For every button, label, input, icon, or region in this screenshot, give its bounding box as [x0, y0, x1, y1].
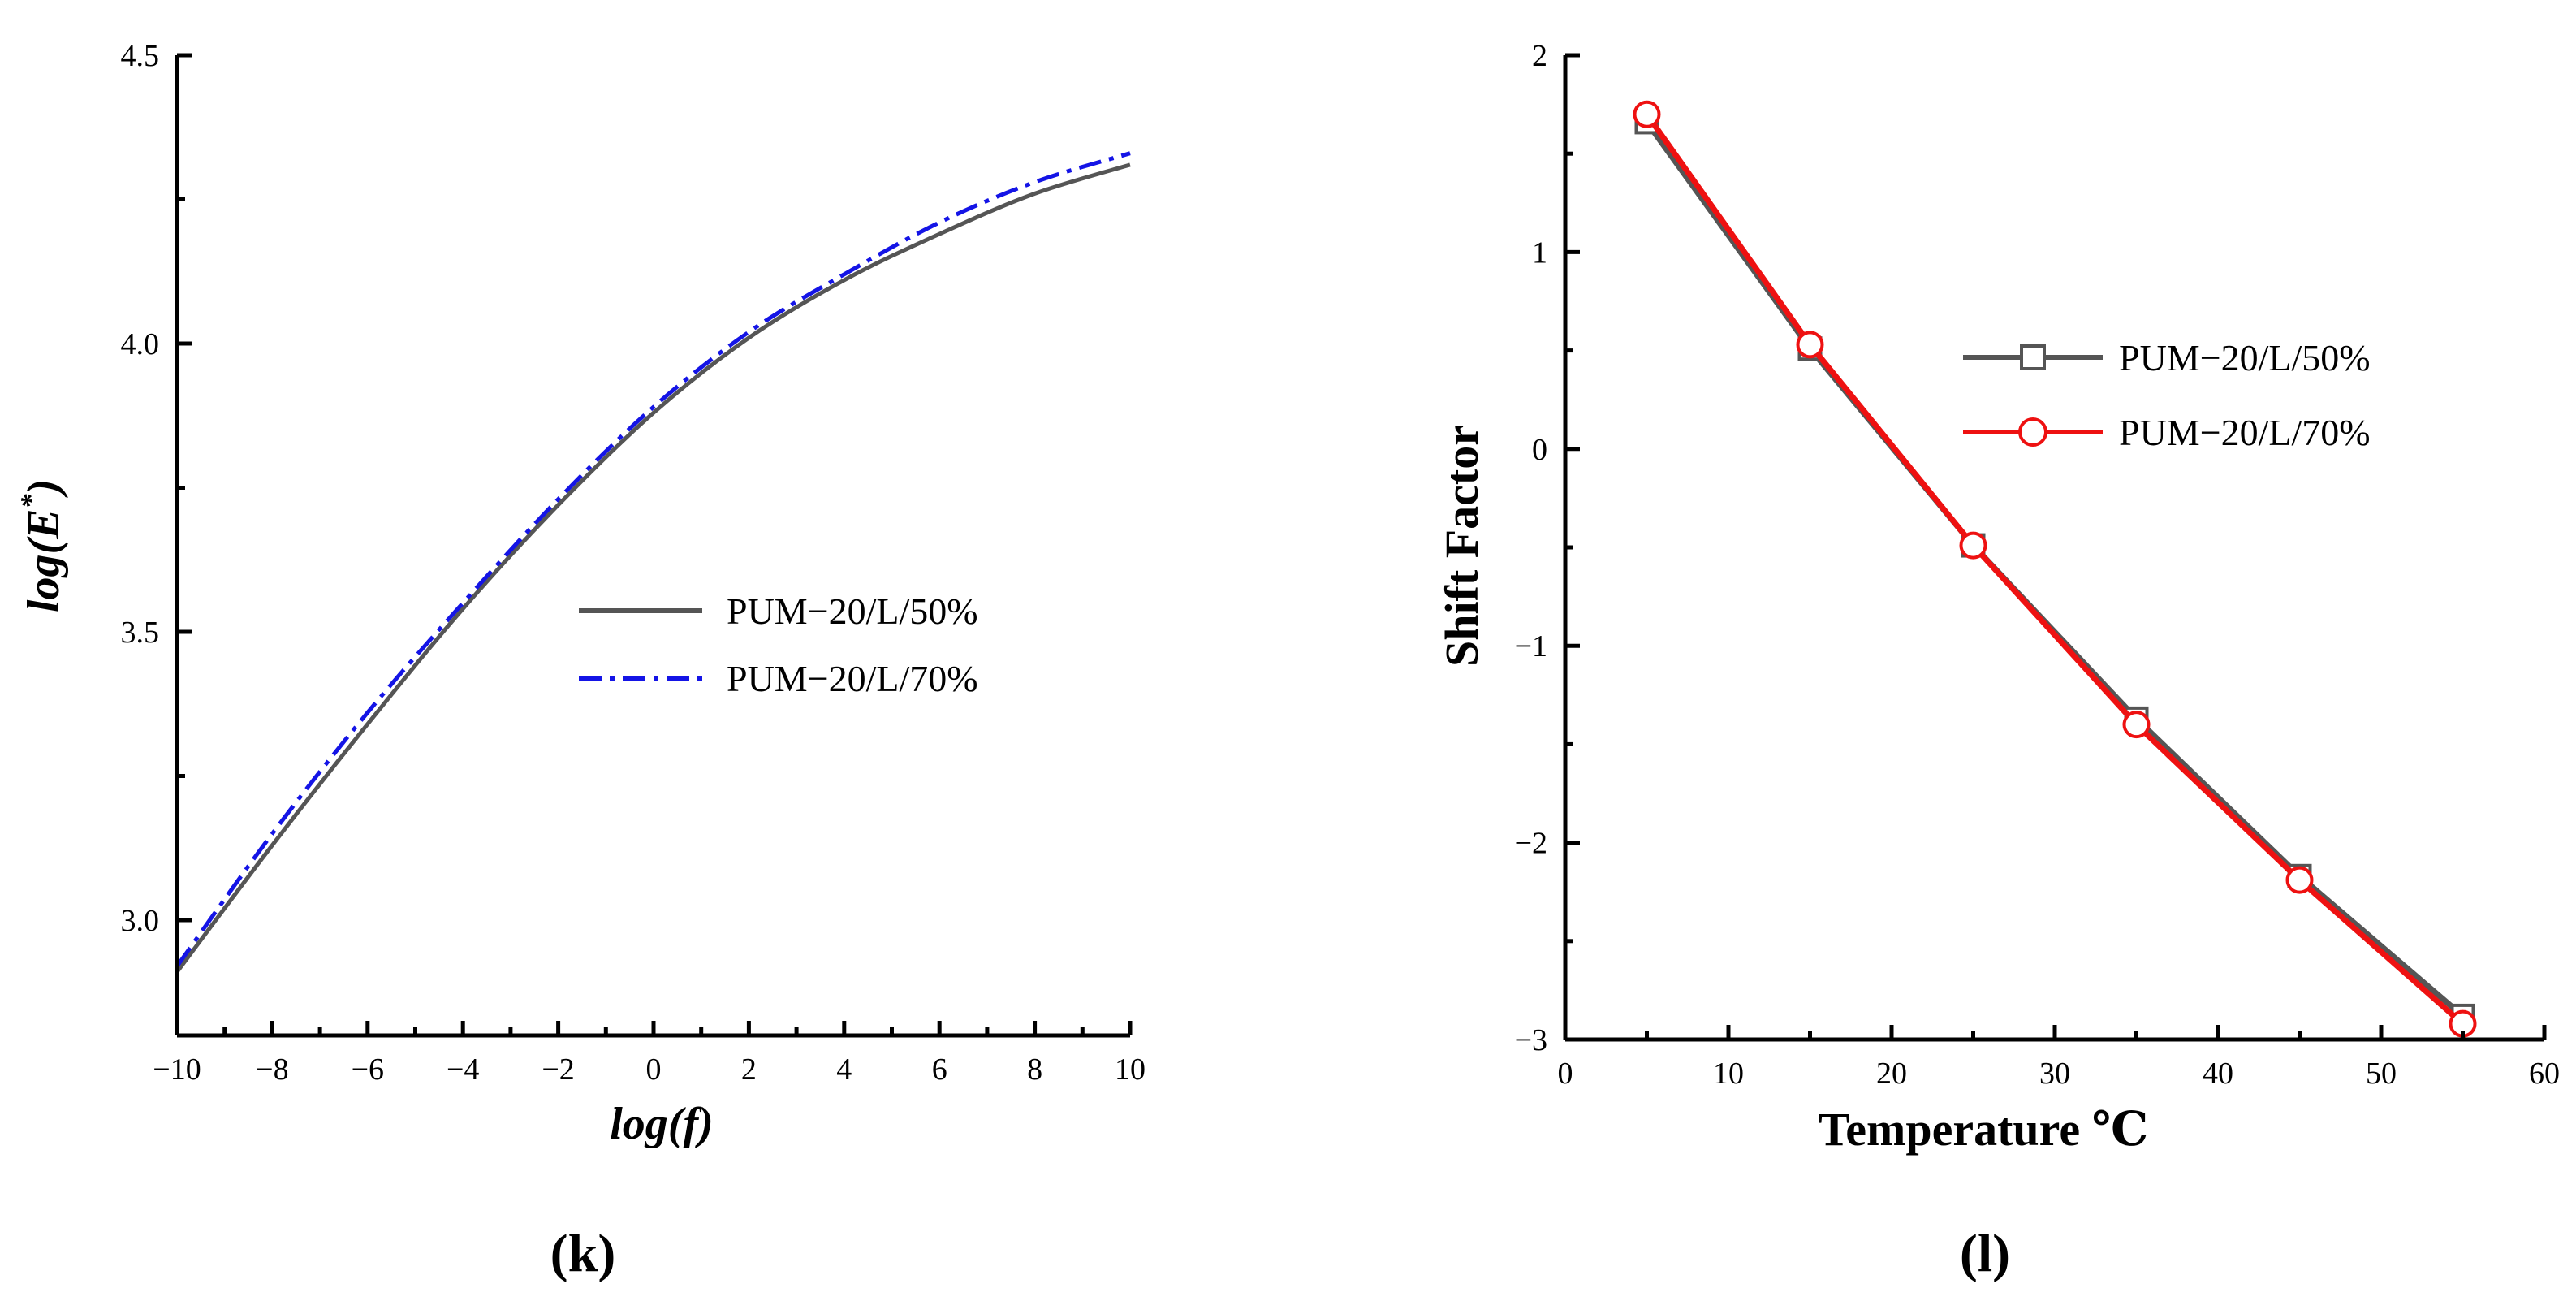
l-y-axis-title: Shift Factor — [1435, 425, 1488, 667]
k-panel-label: (k) — [550, 1224, 616, 1283]
chart-l: 0 10 20 30 40 50 60 −3 −2 −1 0 1 2 Temperature ℃ Shi… — [1435, 39, 2560, 1283]
l-ticks: 0 10 20 30 40 50 60 −3 −2 −1 0 1 2 — [1515, 39, 2560, 1091]
l-series-line-1 — [1644, 120, 2465, 1018]
l-point-s2 — [1796, 331, 1824, 359]
l-x-tick-label: 50 — [2366, 1057, 2397, 1091]
l-series-line-2 — [1644, 112, 2465, 1027]
k-legend-label-1: PUM−20/L/50% — [727, 590, 978, 632]
k-x-tick-label: 8 — [1027, 1052, 1042, 1087]
l-legend: PUM−20/L/50% PUM−20/L/70% — [1963, 337, 2371, 453]
l-point-s2 — [1959, 531, 1987, 560]
l-y-tick-label: 0 — [1532, 433, 1547, 467]
l-x-axis-title: Temperature ℃ — [1819, 1103, 2148, 1156]
k-y-tick-label: 4.5 — [121, 39, 160, 73]
k-series-layer — [175, 151, 1131, 974]
k-x-tick-label: 4 — [836, 1052, 852, 1087]
l-x-tick-label: 40 — [2203, 1057, 2233, 1091]
l-panel-label: (l) — [1960, 1224, 2010, 1283]
l-point-s2 — [1633, 100, 1661, 128]
k-x-tick-label: −4 — [447, 1052, 479, 1087]
l-x-tick-label: 30 — [2039, 1057, 2070, 1091]
l-y-tick-label: 2 — [1532, 39, 1547, 73]
l-legend-label-2: PUM−20/L/70% — [2119, 412, 2371, 453]
k-legend: PUM−20/L/50% PUM−20/L/70% — [579, 590, 978, 699]
k-x-tick-label: −8 — [256, 1052, 288, 1087]
l-x-tick-label: 0 — [1558, 1057, 1573, 1091]
l-y-tick-label: −2 — [1515, 827, 1547, 861]
l-y-tick-label: 1 — [1532, 236, 1547, 270]
l-point-s2 — [2122, 711, 2151, 739]
l-y-tick-label: −1 — [1515, 629, 1547, 663]
k-x-tick-label: −6 — [352, 1052, 384, 1087]
k-x-tick-label: 0 — [646, 1052, 662, 1087]
l-y-tick-label: −3 — [1515, 1023, 1547, 1057]
k-y-tick-label: 4.0 — [121, 327, 160, 361]
k-series-line-1 — [175, 162, 1131, 974]
k-legend-label-2: PUM−20/L/70% — [727, 658, 978, 699]
k-x-tick-label: −10 — [153, 1052, 201, 1087]
k-x-tick-label: 6 — [932, 1052, 947, 1087]
k-x-tick-label: 2 — [741, 1052, 757, 1087]
k-y-tick-label: 3.5 — [121, 616, 160, 650]
k-x-axis-title: log(f) — [610, 1099, 714, 1149]
k-y-tick-label: 3.0 — [121, 904, 160, 938]
k-ticks: −10 −8 −6 −4 −2 0 2 4 6 8 10 3.0 3.5 4.0 4.5 — [121, 39, 1146, 1087]
l-x-tick-label: 20 — [1876, 1057, 1907, 1091]
l-legend-marker-2 — [2018, 417, 2047, 447]
k-x-tick-label: 10 — [1115, 1052, 1146, 1087]
k-series-line-2 — [175, 151, 1131, 968]
chart-k: −10 −8 −6 −4 −2 0 2 4 6 8 10 3.0 3.5 4.0 4.5 log(f) lo… — [15, 39, 1146, 1283]
l-legend-label-1: PUM−20/L/50% — [2119, 337, 2371, 378]
l-x-tick-label: 10 — [1713, 1057, 1744, 1091]
l-point-s2 — [2285, 866, 2314, 894]
k-x-tick-label: −2 — [542, 1052, 574, 1087]
l-series-layer — [1633, 100, 2477, 1038]
l-x-tick-label: 60 — [2529, 1057, 2560, 1091]
k-y-axis-title: log(E*) — [15, 479, 69, 612]
l-legend-marker-1 — [2020, 344, 2046, 370]
